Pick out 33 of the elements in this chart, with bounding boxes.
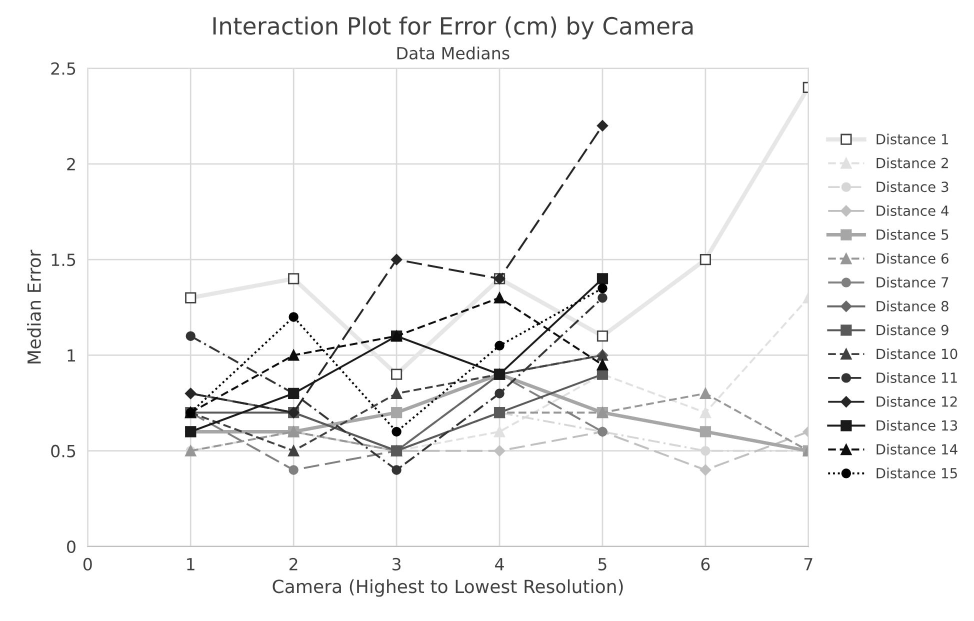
legend-label: Distance 13 [876,420,958,431]
legend-label: Distance 3 [876,181,948,192]
legend-label: Distance 15 [876,468,957,478]
legend-label: Distance 2 [876,158,948,168]
y-tick-label: 2 [67,158,75,170]
y-tick-label: 0.5 [51,444,76,458]
y-tick-label: 0 [67,540,76,554]
legend-label: Distance 1 [876,134,948,144]
y-tick-label: 2.5 [51,62,76,75]
x-tick-label: 7 [804,558,812,570]
x-tick-label: 2 [290,558,298,570]
chart-title: Interaction Plot for Error (cm) by Camera [213,16,693,40]
legend-label: Distance 6 [876,252,948,264]
legend-label: Distance 10 [876,348,958,360]
x-tick-label: 4 [495,558,504,570]
y-tick-label: 1.5 [52,254,76,266]
legend-label: Distance 14 [876,444,958,455]
legend-label: Distance 11 [876,372,957,383]
x-tick-label: 6 [701,558,710,570]
x-tick-label: 3 [392,558,401,570]
x-axis-title: Camera (Highest to Lowest Resolution) [272,579,623,597]
legend-label: Distance 9 [876,324,948,336]
legend-label: Distance 12 [876,396,957,407]
legend-label: Distance 4 [876,205,949,216]
legend-label: Distance 8 [876,300,948,312]
chart-subtitle: Data Medians [397,46,510,60]
x-tick-label: 5 [598,558,606,570]
x-tick-label: 1 [187,558,194,570]
y-axis-title: Median Error [27,250,41,364]
legend-label: Distance 7 [876,276,948,288]
y-tick-label: 1 [68,349,76,362]
x-tick-label: 0 [83,558,92,570]
legend-label: Distance 5 [876,229,948,240]
